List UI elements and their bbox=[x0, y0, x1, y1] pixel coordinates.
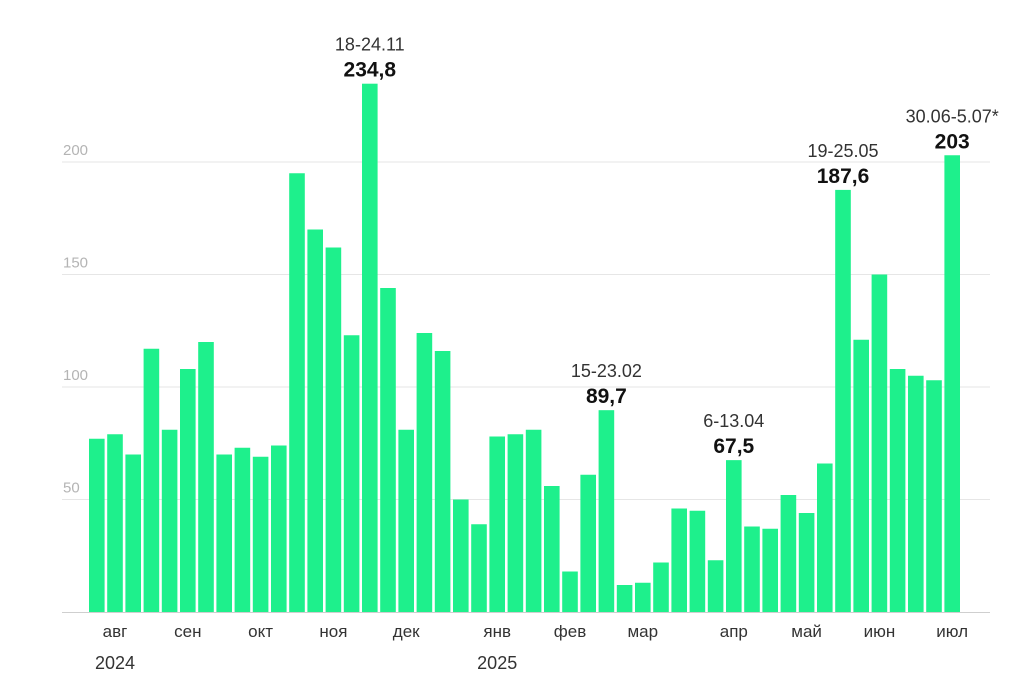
annotation: 89,7 15-23.02 bbox=[571, 361, 642, 408]
bar bbox=[216, 454, 232, 612]
annotation: 187,6 19-25.05 bbox=[807, 141, 878, 188]
bar bbox=[726, 460, 742, 612]
x-tick-label: май bbox=[791, 622, 822, 641]
annotation-value: 89,7 bbox=[586, 385, 627, 408]
bar bbox=[289, 173, 305, 612]
bar bbox=[635, 582, 651, 612]
bar bbox=[598, 410, 615, 612]
annotation: 67,5 6-13.04 bbox=[703, 411, 764, 458]
y-tick-label: 200 bbox=[63, 142, 88, 159]
annotation-date: 30.06-5.07* bbox=[906, 106, 999, 126]
bar bbox=[926, 380, 942, 612]
bar bbox=[871, 274, 888, 612]
bar bbox=[780, 495, 797, 612]
annotation-date: 15-23.02 bbox=[571, 361, 642, 381]
x-tick-label: окт bbox=[248, 622, 273, 641]
annotation: 234,8 18-24.11 bbox=[335, 35, 405, 82]
bar bbox=[453, 499, 469, 612]
bar bbox=[489, 436, 505, 612]
y-tick-label: 50 bbox=[63, 480, 80, 497]
bar bbox=[744, 526, 760, 612]
bar bbox=[689, 510, 706, 612]
bar bbox=[671, 508, 687, 612]
bar bbox=[89, 438, 105, 612]
bar bbox=[398, 429, 414, 612]
year-label: 2024 bbox=[95, 653, 135, 673]
bar bbox=[471, 524, 487, 612]
x-tick-label: июл bbox=[936, 622, 968, 641]
y-tick-label: 150 bbox=[63, 255, 88, 272]
annotation-date: 18-24.11 bbox=[335, 35, 405, 55]
bars bbox=[89, 83, 960, 612]
bar bbox=[616, 585, 633, 612]
bar bbox=[143, 348, 160, 612]
bar bbox=[271, 445, 287, 612]
x-tick-label: янв bbox=[483, 622, 511, 641]
x-tick-label: июн bbox=[864, 622, 896, 641]
bar bbox=[125, 454, 141, 612]
annotation-value: 187,6 bbox=[817, 165, 870, 188]
year-label: 2025 bbox=[477, 653, 517, 673]
x-tick-label: мар bbox=[627, 622, 658, 641]
x-tick-label: апр bbox=[720, 622, 748, 641]
y-axis-ticks: 50 100 150 200 bbox=[63, 142, 88, 497]
bar bbox=[707, 560, 724, 612]
bar bbox=[798, 513, 815, 612]
bar bbox=[343, 335, 360, 612]
y-tick-label: 100 bbox=[63, 367, 88, 384]
bar bbox=[380, 288, 396, 612]
bar bbox=[416, 333, 433, 612]
annotation-date: 6-13.04 bbox=[703, 411, 764, 431]
x-tick-label: сен bbox=[174, 622, 201, 641]
bar bbox=[562, 571, 578, 612]
x-tick-label: ноя bbox=[319, 622, 347, 641]
bar bbox=[580, 474, 596, 612]
bar bbox=[944, 155, 960, 612]
bar bbox=[817, 463, 833, 612]
x-tick-label: авг bbox=[103, 622, 128, 641]
year-labels: 2024 2025 bbox=[95, 653, 517, 673]
annotation-date: 19-25.05 bbox=[807, 141, 878, 161]
bar bbox=[307, 229, 323, 612]
bar bbox=[835, 189, 851, 612]
bar bbox=[889, 369, 906, 612]
bar bbox=[252, 456, 269, 612]
annotation: 203 30.06-5.07* bbox=[906, 106, 999, 153]
bar bbox=[908, 375, 924, 612]
bar bbox=[198, 342, 214, 612]
bar bbox=[544, 486, 560, 612]
bar bbox=[507, 434, 524, 612]
annotations: 234,8 18-24.11 89,7 15-23.02 67,5 6-13.04 187,… bbox=[335, 35, 999, 458]
bar bbox=[362, 83, 378, 612]
x-axis-ticks: авг сен окт ноя дек янв фев мар апр май июн июл bbox=[103, 622, 968, 641]
x-tick-label: фев bbox=[554, 622, 586, 641]
bar bbox=[653, 562, 669, 612]
bar bbox=[107, 434, 123, 612]
x-tick-label: дек bbox=[393, 622, 420, 641]
bar bbox=[853, 339, 869, 612]
bar bbox=[161, 429, 178, 612]
annotation-value: 203 bbox=[935, 130, 970, 153]
annotation-value: 67,5 bbox=[713, 435, 754, 458]
bar bbox=[525, 429, 542, 612]
bar bbox=[762, 528, 778, 612]
bar bbox=[234, 447, 251, 612]
bar bbox=[180, 369, 196, 612]
annotation-value: 234,8 bbox=[344, 59, 397, 82]
bar bbox=[434, 351, 451, 612]
bar bbox=[325, 247, 342, 612]
